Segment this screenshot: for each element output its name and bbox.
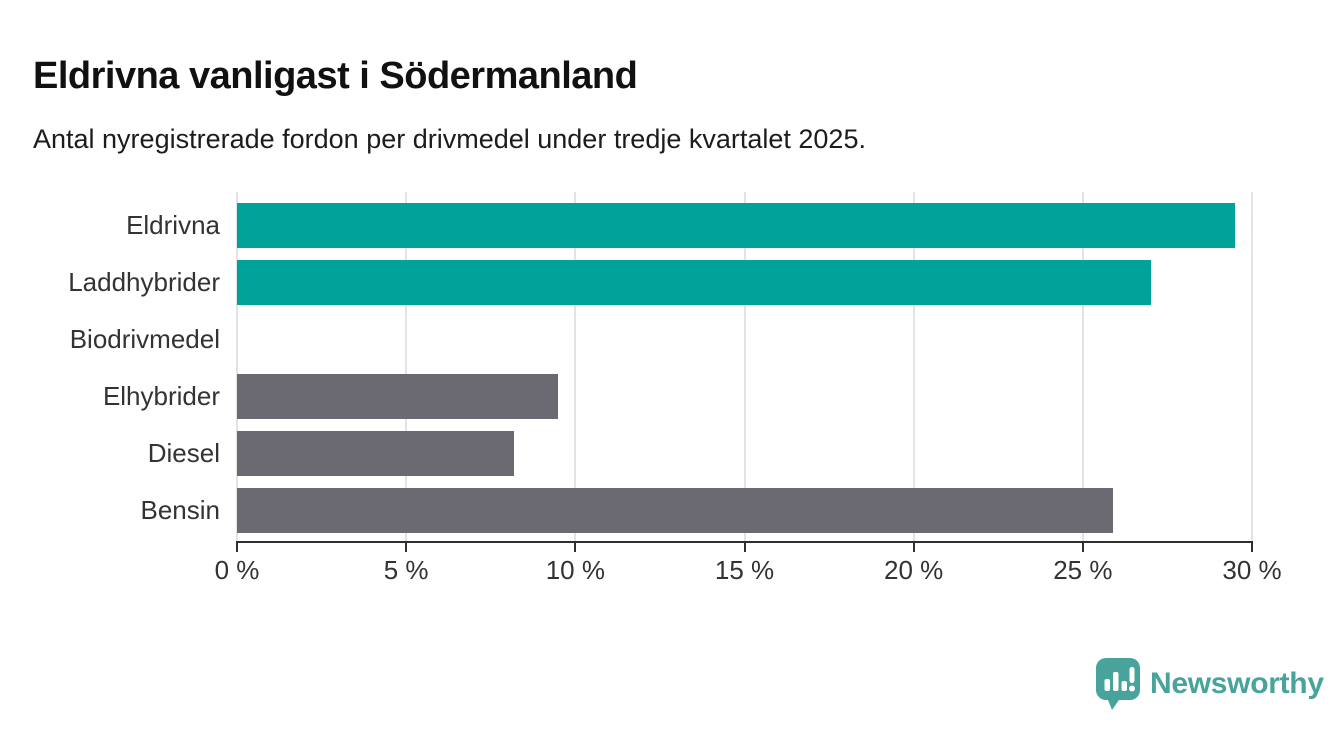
x-tick-label-5: 5 % <box>383 555 429 585</box>
bar-laddhybrider <box>237 260 1151 305</box>
x-tick-label-25: 25 % <box>1053 555 1113 585</box>
bar-diesel <box>237 431 515 476</box>
bar-eldrivna <box>237 203 1236 248</box>
category-label-eldrivna: Eldrivna <box>126 210 220 240</box>
category-label-laddhybrider: Laddhybrider <box>68 267 220 297</box>
gridline-10 <box>574 192 577 541</box>
bar-bensin <box>237 488 1114 533</box>
x-tick-label-30: 30 % <box>1222 555 1282 585</box>
chart-title: Eldrivna vanligast i Södermanland <box>33 55 638 98</box>
x-axis-tick-20 <box>912 543 915 552</box>
x-axis-tick-30 <box>1251 543 1253 552</box>
gridline-20 <box>912 192 915 541</box>
x-axis-tick-10 <box>574 543 577 552</box>
category-label-diesel: Diesel <box>147 438 220 468</box>
brand-footer: Newsworthy <box>1096 658 1324 710</box>
x-axis-tick-5 <box>405 543 408 552</box>
bar-elhybrider <box>237 374 559 419</box>
x-axis-line <box>236 541 1253 543</box>
category-label-bensin: Bensin <box>140 495 221 525</box>
x-axis-tick-25 <box>1081 543 1084 552</box>
category-label-biodrivmedel: Biodrivmedel <box>69 324 220 354</box>
x-tick-label-0: 0 % <box>214 555 260 585</box>
brand-name: Newsworthy <box>1150 667 1324 700</box>
x-axis-tick-0 <box>236 543 238 552</box>
chart-subtitle: Antal nyregistrerade fordon per drivmede… <box>33 124 866 154</box>
gridline-25 <box>1081 192 1084 541</box>
gridline-0 <box>236 192 238 541</box>
category-label-elhybrider: Elhybrider <box>102 381 220 411</box>
x-tick-label-15: 15 % <box>714 555 775 585</box>
x-tick-label-10: 10 % <box>545 555 605 585</box>
x-tick-label-20: 20 % <box>884 555 944 585</box>
gridline-15 <box>743 192 746 541</box>
x-axis-tick-15 <box>743 543 746 552</box>
gridline-5 <box>405 192 408 541</box>
newsworthy-logo-icon <box>1096 658 1140 710</box>
gridline-30 <box>1251 192 1253 541</box>
